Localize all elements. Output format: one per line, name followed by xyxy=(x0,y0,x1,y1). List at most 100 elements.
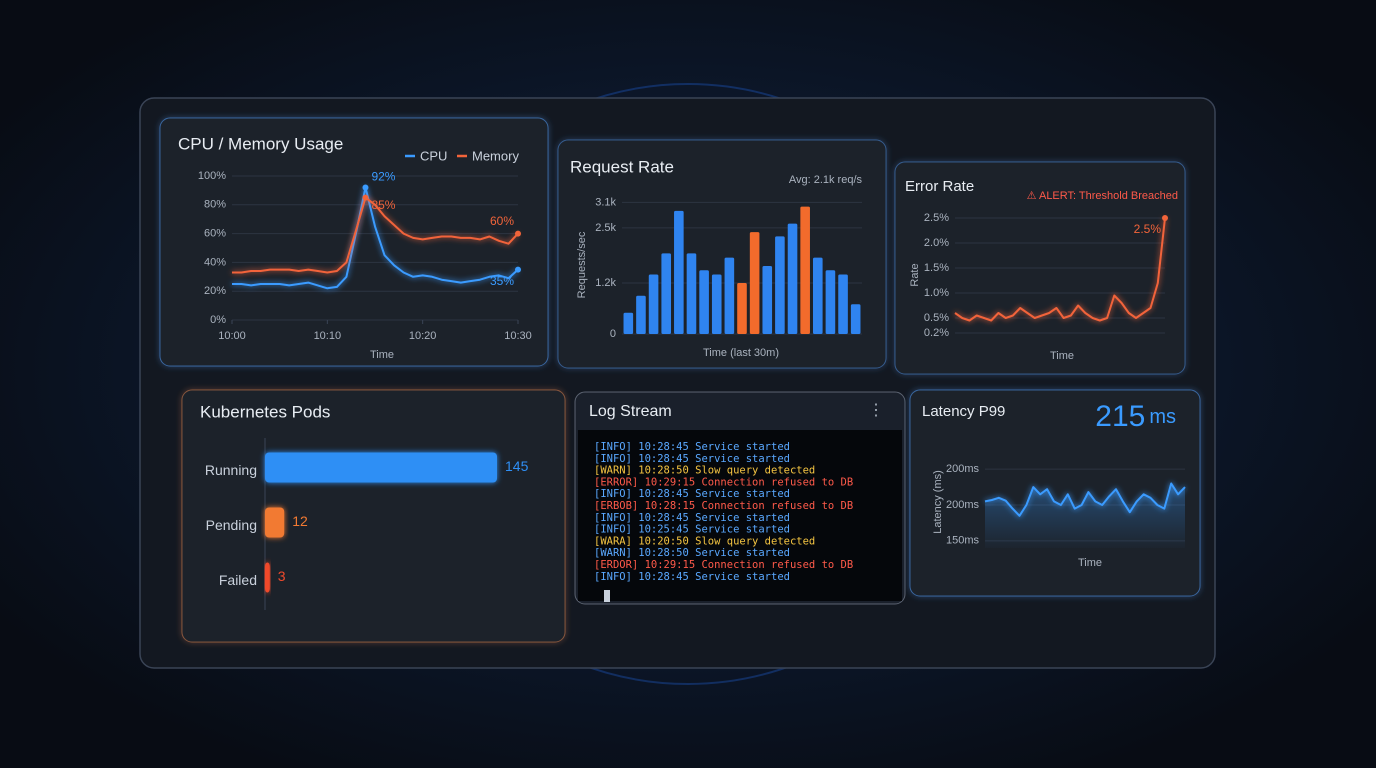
bar xyxy=(838,274,848,334)
latency-value: 215 xyxy=(1095,400,1145,433)
y-axis-label: Latency (ms) xyxy=(932,470,944,534)
chart-title: CPU / Memory Usage xyxy=(178,134,343,153)
log-line: [WARN] 10:28:50 Service started xyxy=(594,547,790,559)
category-label: Running xyxy=(205,462,257,478)
bar xyxy=(825,270,836,334)
y-tick-label: 2.0% xyxy=(924,237,949,249)
y-tick-label: 2.5k xyxy=(595,222,616,234)
y-tick-label: 1.5% xyxy=(924,262,949,274)
x-axis-label: Time (last 30m) xyxy=(703,347,779,359)
legend-label: CPU xyxy=(420,148,447,163)
value-label: 12 xyxy=(292,513,308,529)
y-tick-label: 0% xyxy=(210,314,226,326)
bar xyxy=(265,562,270,593)
log-line: [ERBOB] 10:28:15 Connection refused to D… xyxy=(594,500,853,512)
log-line: [ERROR] 10:29:15 Connection refused to D… xyxy=(594,476,853,488)
bar xyxy=(699,270,709,334)
bar xyxy=(661,253,672,334)
y-tick-label: 20% xyxy=(204,285,226,297)
point xyxy=(515,230,521,237)
log-line: [ERDOR] 10:29:15 Connection refused to D… xyxy=(594,559,853,571)
point xyxy=(1162,215,1168,221)
value-label: 2.5% xyxy=(1134,222,1162,236)
bar xyxy=(724,257,735,334)
value-label: 3 xyxy=(278,568,286,584)
area xyxy=(985,483,1185,548)
log-line: [INFO] 10:28:45 Service started xyxy=(594,512,790,524)
category-label: Failed xyxy=(219,572,257,588)
bar xyxy=(674,210,684,334)
x-tick-label: 10:10 xyxy=(314,330,342,342)
y-tick-label: 0.2% xyxy=(924,327,949,339)
value-label: 35% xyxy=(490,274,514,288)
y-tick-label: 100% xyxy=(198,170,226,182)
bar xyxy=(265,452,497,483)
line xyxy=(954,217,1166,322)
x-tick-label: 10:20 xyxy=(409,330,437,342)
value-label: 145 xyxy=(505,458,529,474)
y-axis-label: Rate xyxy=(909,263,921,286)
bar xyxy=(737,283,747,334)
line xyxy=(984,482,1186,517)
bar xyxy=(711,274,722,334)
bar xyxy=(800,206,810,334)
chart-title: Kubernetes Pods xyxy=(200,402,330,421)
cursor xyxy=(604,590,610,602)
chart-title: Latency P99 xyxy=(922,403,1005,420)
y-axis-label: Requests/sec xyxy=(576,231,588,298)
log-line: [WARN] 10:28:50 Slow query detected xyxy=(594,465,815,477)
y-tick-label: 200ms xyxy=(946,499,980,511)
log-line: [INFO] 10:28:45 Service started xyxy=(594,453,790,465)
category-label: Pending xyxy=(206,517,257,533)
line xyxy=(232,196,519,274)
point xyxy=(515,266,521,273)
bar xyxy=(623,312,634,334)
y-tick-label: 60% xyxy=(204,228,226,240)
bar xyxy=(636,295,646,334)
bar xyxy=(787,223,798,334)
chart-subtitle: Avg: 2.1k req/s xyxy=(789,174,863,186)
y-tick-label: 40% xyxy=(204,256,226,268)
bar xyxy=(850,304,861,334)
panel-title: Log Stream xyxy=(589,403,672,420)
x-tick-label: 10:00 xyxy=(218,330,246,342)
menu-icon[interactable]: ⋮ xyxy=(868,402,884,419)
x-axis-label: Time xyxy=(370,349,394,361)
bar xyxy=(686,253,697,334)
chart-title: Request Rate xyxy=(570,157,674,176)
value-label: 85% xyxy=(371,198,395,212)
big-value: 215 ms xyxy=(1095,400,1176,433)
latency-unit: ms xyxy=(1149,406,1176,428)
bar xyxy=(812,257,823,334)
panel xyxy=(181,389,566,643)
bar xyxy=(749,232,760,334)
bar xyxy=(648,274,659,334)
point xyxy=(362,194,369,201)
log-line: [INFO] 10:28:45 Service started xyxy=(594,571,790,583)
bar xyxy=(775,236,785,334)
terminal xyxy=(578,430,902,601)
y-tick-label: 150ms xyxy=(946,535,980,547)
value-label: 60% xyxy=(490,214,514,228)
chart-title: Error Rate xyxy=(905,178,974,195)
value-label: 92% xyxy=(371,170,395,184)
y-tick-label: 200ms xyxy=(946,463,980,475)
x-axis-label: Time xyxy=(1078,557,1102,569)
x-axis-label: Time xyxy=(1050,350,1074,362)
log-line: [INFO] 10:28:45 Service started xyxy=(594,488,790,500)
y-tick-label: 80% xyxy=(204,199,226,211)
point xyxy=(362,184,369,191)
y-tick-label: 2.5% xyxy=(924,212,949,224)
legend-label: Memory xyxy=(472,148,519,163)
bar xyxy=(265,507,285,538)
y-tick-label: 1.0% xyxy=(924,287,949,299)
y-tick-label: 3.1k xyxy=(595,196,616,208)
line xyxy=(232,186,519,290)
y-tick-label: 0.5% xyxy=(924,312,949,324)
y-tick-label: 1.2k xyxy=(595,277,616,289)
bar xyxy=(762,266,773,334)
alert: ⚠ ALERT: Threshold Breached xyxy=(1027,190,1178,202)
y-tick-label: 0 xyxy=(610,328,616,340)
log-line: [INFO] 10:25:45 Service started xyxy=(594,524,790,536)
